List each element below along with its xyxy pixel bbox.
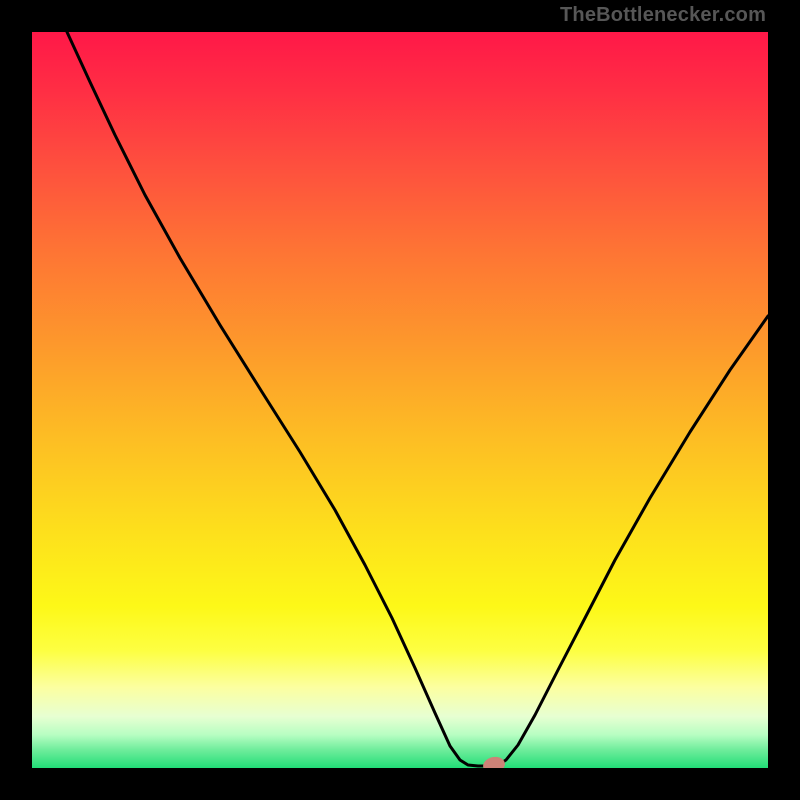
chart-svg [0,0,800,800]
watermark-text: TheBottlenecker.com [560,4,766,27]
frame-right [768,0,800,800]
plot-background [32,32,768,768]
frame-left [0,0,32,800]
frame-bottom [0,768,800,800]
